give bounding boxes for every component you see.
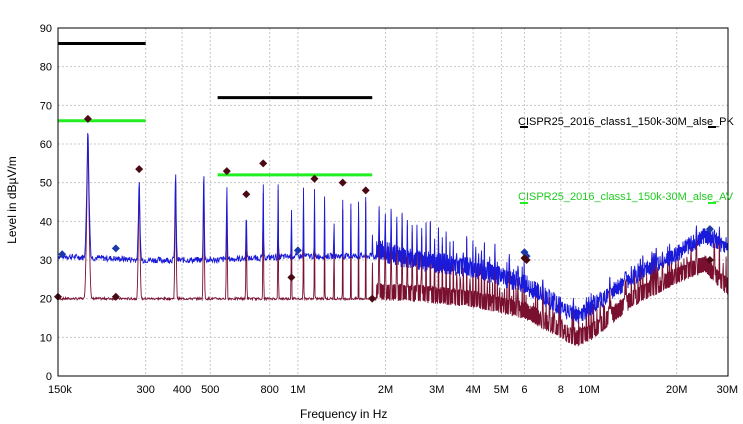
marker-pk-2 [293,246,302,255]
marker-av-9 [338,178,347,187]
pk-trace [57,133,729,324]
marker-av-1 [83,114,92,123]
legend-entry-av: CISPR25_2016_class1_150k-30M_alse_AV [518,191,734,204]
x-tick-label-5M: 5M [494,384,509,396]
marker-pk-1 [111,244,120,253]
plot-frame [57,27,729,377]
x-axis-title: Frequency in Hz [300,407,387,421]
y-tick-label-10: 10 [40,332,52,344]
marker-av-14 [705,256,714,264]
marker-av-7 [287,273,296,282]
x-tick-label-30M: 30M [717,384,738,396]
traces [57,133,729,347]
y-tick-label-80: 80 [40,62,52,74]
x-tick-label-10M: 10M [578,384,599,396]
limit-lines [58,41,373,177]
x-tick-label-1M: 1M [290,384,305,396]
y-tick-label-60: 60 [40,139,52,151]
y-tick-label-30: 30 [40,255,52,267]
x-tick-label-150k: 150k [48,384,72,396]
x-tick-label-300: 300 [136,384,154,396]
legend-pk-text: CISPR25_2016_class1_150k-30M_alse_PK [518,116,735,128]
y-tick-labels: 0 10 20 30 40 50 60 70 80 90 [40,23,52,383]
marker-pk-5 [705,225,714,234]
markers [54,114,714,303]
legend-av-text: CISPR25_2016_class1_150k-30M_alse_AV [518,191,734,203]
marker-av-5 [242,190,251,199]
x-tick-label-6: 6 [521,384,527,396]
av-trace [57,137,729,347]
marker-av-10 [361,186,370,195]
y-tick-label-0: 0 [46,371,52,383]
y-tick-label-70: 70 [40,100,52,112]
y-tick-label-40: 40 [40,216,52,228]
marker-av-11 [368,294,377,303]
x-tick-labels: 150k 300 400 500 800 1M 2M 3M 4M 5M 6 8 10M 20M 30M [48,384,738,396]
x-tick-label-2M: 2M [378,384,393,396]
y-tick-label-20: 20 [40,294,52,306]
x-tick-label-500: 500 [201,384,219,396]
x-tick-label-4M: 4M [466,384,481,396]
x-tick-label-3M: 3M [429,384,444,396]
x-tick-label-8: 8 [558,384,564,396]
marker-av-8 [310,174,319,183]
legend-entry-pk: CISPR25_2016_class1_150k-30M_alse_PK [518,116,735,128]
x-tick-label-400: 400 [173,384,191,396]
marker-av-6 [259,159,268,168]
marker-av-3 [135,165,144,174]
x-tick-label-800: 800 [261,384,279,396]
marker-av-13 [522,256,531,264]
marker-av-4 [222,167,231,176]
y-tick-label-90: 90 [40,23,52,35]
y-axis-title: Level in dBµV/m [5,156,19,244]
y-tick-label-50: 50 [40,178,52,190]
marker-av-2 [111,292,120,301]
x-tick-label-20M: 20M [666,384,687,396]
marker-pk-0 [58,250,67,259]
